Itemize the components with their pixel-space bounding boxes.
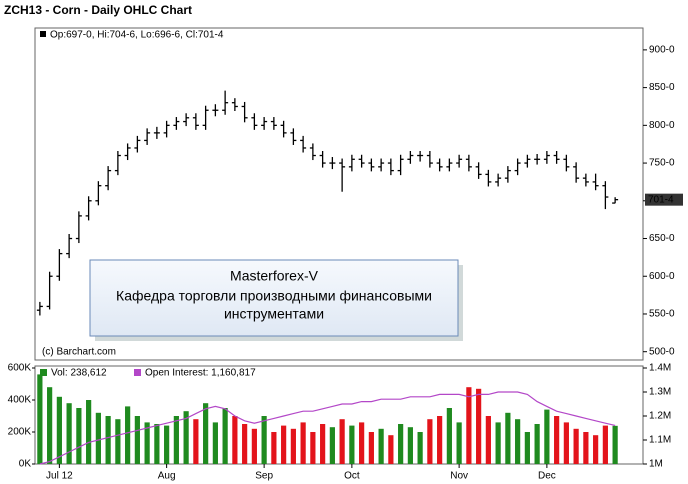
volume-bar [573,428,579,464]
legend-label: Vol: 238,612 [51,368,107,379]
volume-bar [417,432,423,464]
y-tick-label: 900-0 [649,45,675,56]
y2-tick-label: 1M [649,459,663,470]
volume-bar [505,412,511,464]
volume-bar [310,432,316,464]
y-tick-label: 550-0 [649,309,675,320]
volume-bar [515,419,521,464]
y-tick-label: 650-0 [649,233,675,244]
volume-bar [251,428,257,464]
volume-bar [534,424,540,464]
legend-swatch [40,369,47,376]
last-price-box [645,193,683,206]
volume-bar [173,416,179,464]
volume-bar [524,432,530,464]
volume-bar [271,432,277,464]
volume-bar [66,403,72,464]
ohlc-header: Op:697-0, Hi:704-6, Lo:696-6, Cl:701-4 [50,30,224,41]
volume-bar [37,374,43,464]
x-tick-label: Jul 12 [46,471,73,482]
annotation-line: Кафедра торговли производными финансовым… [116,288,432,304]
volume-bar [485,416,491,464]
y-tick-label: 500-0 [649,346,675,357]
volume-bar [583,432,589,464]
y2-tick-label: 1.1M [649,435,671,446]
y-tick-label: 0K [19,459,32,470]
volume-bar [476,388,482,464]
volume-bar [125,406,131,464]
volume-bar [427,419,433,464]
volume-bar [222,408,228,464]
source-note: (c) Barchart.com [42,347,116,358]
x-tick-label: Dec [538,471,556,482]
volume-bar [612,425,618,464]
volume-bar [446,408,452,464]
volume-bar [105,416,111,464]
volume-bar [359,422,365,464]
annotation-line: инструментами [224,306,324,322]
y2-tick-label: 1.3M [649,387,671,398]
y-tick-label: 400K [8,395,32,406]
volume-bar [242,424,248,464]
y2-tick-label: 1.2M [649,411,671,422]
volume-bar [437,416,443,464]
volume-bar [144,422,150,464]
y-tick-label: 850-0 [649,82,675,93]
volume-bar [563,422,569,464]
oi-line [39,391,616,465]
volume-bar [115,419,121,464]
y2-tick-label: 1.4M [649,363,671,374]
volume-bar [86,400,92,464]
volume-bar [203,403,209,464]
volume-bar [554,416,560,464]
volume-bar [388,435,394,464]
volume-bar [407,427,413,464]
volume-bar [232,416,238,464]
volume-bar [593,435,599,464]
legend-swatch [134,369,141,376]
volume-bar [193,419,199,464]
volume-bar [261,416,267,464]
x-tick-label: Oct [344,471,360,482]
annotation-box [89,259,459,337]
volume-bar [378,428,384,464]
volume-bar [466,387,472,464]
volume-bar [349,425,355,464]
legend-label: Open Interest: 1,160,817 [145,368,256,379]
volume-bar [154,424,160,464]
volume-bar [164,425,170,464]
volume-bar [134,416,140,464]
y-tick-label: 800-0 [649,120,675,131]
volume-bar [183,411,189,464]
chart-title: ZCH13 - Corn - Daily OHLC Chart [4,3,192,17]
volume-bar [300,422,306,464]
volume-bar [456,422,462,464]
volume-bar [544,409,550,464]
y-tick-label: 750-0 [649,158,675,169]
volume-bar [76,408,82,464]
annotation-line: Masterforex-V [230,268,319,284]
volume-bar [290,428,296,464]
y-tick-label: 200K [8,427,32,438]
volume-bar [95,412,101,464]
x-tick-label: Aug [158,471,176,482]
volume-bar [56,396,62,464]
x-tick-label: Nov [450,471,468,482]
volume-bar [47,387,53,464]
volume-bar [320,424,326,464]
volume-bar [602,425,608,464]
volume-bar [212,422,218,464]
volume-bar [398,424,404,464]
x-tick-label: Sep [255,471,273,482]
y-tick-label: 600-0 [649,271,675,282]
volume-bar [368,432,374,464]
volume-bar [281,425,287,464]
y-tick-label: 600K [8,363,32,374]
last-price-label: 701-4 [648,194,674,205]
header-swatch [40,31,46,37]
volume-bar [339,419,345,464]
volume-bar [495,422,501,464]
volume-bar [329,427,335,464]
